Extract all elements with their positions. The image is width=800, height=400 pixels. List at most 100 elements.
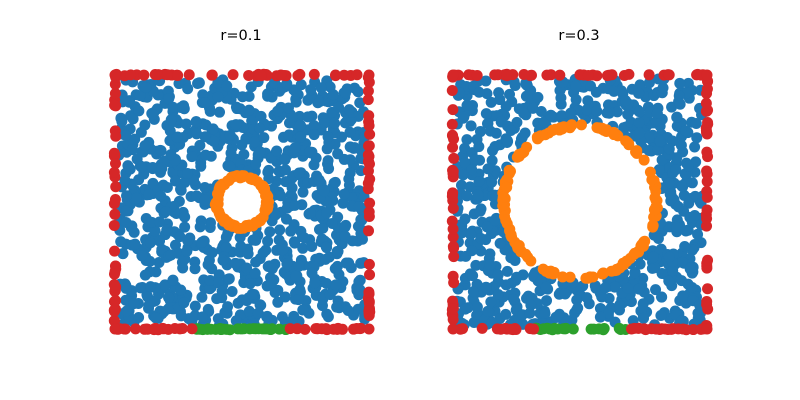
interior-point bbox=[290, 96, 302, 108]
interior-point bbox=[665, 195, 677, 207]
interior-point bbox=[485, 296, 497, 308]
interior-point bbox=[273, 234, 285, 246]
interior-point bbox=[133, 105, 145, 117]
outer-boundary-point bbox=[109, 87, 121, 99]
interior-point bbox=[126, 144, 138, 156]
outer-boundary-point bbox=[109, 268, 120, 280]
outer-boundary-point bbox=[331, 323, 343, 335]
interior-point bbox=[204, 283, 216, 295]
interior-point bbox=[258, 132, 270, 144]
interior-point bbox=[508, 293, 520, 305]
interior-point bbox=[281, 78, 293, 90]
interior-point bbox=[191, 190, 203, 202]
outer-boundary-point bbox=[447, 303, 459, 315]
hole-boundary-point bbox=[638, 154, 650, 166]
interior-point bbox=[304, 146, 316, 158]
interior-point bbox=[269, 287, 281, 299]
interior-point bbox=[689, 210, 701, 222]
interior-point bbox=[338, 188, 350, 200]
interior-point bbox=[212, 91, 224, 103]
interior-point bbox=[633, 127, 645, 139]
interior-point bbox=[671, 221, 683, 233]
outer-boundary-point bbox=[110, 157, 121, 169]
outer-boundary-point bbox=[701, 127, 713, 139]
outer-boundary-point bbox=[362, 94, 374, 106]
interior-point bbox=[271, 145, 283, 157]
interior-point bbox=[177, 262, 189, 274]
interior-point bbox=[290, 87, 302, 99]
outer-boundary-point bbox=[109, 245, 121, 257]
interior-point bbox=[254, 122, 266, 134]
interior-point bbox=[683, 197, 695, 209]
interior-point bbox=[671, 111, 683, 123]
outer-boundary-point bbox=[448, 251, 460, 263]
interior-point bbox=[163, 291, 175, 303]
outer-boundary-point bbox=[186, 323, 198, 335]
interior-point bbox=[500, 308, 512, 320]
interior-point bbox=[275, 190, 287, 202]
interior-point bbox=[124, 163, 136, 175]
interior-point bbox=[285, 225, 297, 237]
interior-point bbox=[159, 279, 171, 291]
interior-point bbox=[540, 281, 552, 293]
interior-point bbox=[638, 312, 650, 324]
interior-point bbox=[136, 281, 148, 293]
interior-point bbox=[484, 248, 496, 260]
outer-boundary-point bbox=[108, 219, 120, 231]
interior-point bbox=[329, 263, 341, 275]
interior-point bbox=[143, 299, 155, 311]
outer-boundary-point bbox=[109, 69, 121, 81]
outer-boundary-point bbox=[364, 128, 376, 140]
interior-point bbox=[139, 140, 151, 152]
interior-point bbox=[486, 145, 498, 157]
interior-point bbox=[501, 265, 513, 277]
outer-boundary-point bbox=[446, 118, 458, 130]
interior-point bbox=[505, 252, 517, 264]
outer-boundary-point bbox=[554, 69, 566, 81]
interior-point bbox=[179, 221, 191, 233]
interior-point bbox=[692, 228, 704, 240]
outer-boundary-point bbox=[701, 83, 713, 95]
interior-point bbox=[297, 242, 309, 254]
outer-boundary-point bbox=[149, 69, 161, 81]
outer-boundary-point bbox=[161, 69, 173, 81]
interior-point bbox=[622, 108, 634, 120]
interior-point bbox=[121, 305, 133, 317]
interior-point bbox=[322, 311, 334, 323]
scatter-points bbox=[108, 68, 376, 336]
interior-point bbox=[290, 270, 302, 282]
interior-point bbox=[673, 201, 685, 213]
interior-point bbox=[475, 232, 487, 244]
hole-boundary-point bbox=[547, 268, 559, 280]
interior-point bbox=[480, 75, 492, 87]
interior-point bbox=[343, 104, 355, 116]
outer-boundary-point bbox=[275, 69, 287, 81]
interior-point bbox=[249, 136, 261, 148]
outer-boundary-point bbox=[582, 69, 594, 81]
interior-point bbox=[494, 237, 506, 249]
hole-boundary-point bbox=[582, 272, 594, 284]
interior-point bbox=[204, 217, 216, 229]
interior-point bbox=[306, 267, 318, 279]
outer-boundary-point bbox=[448, 152, 460, 164]
hole-boundary-point bbox=[213, 206, 225, 218]
outer-boundary-point bbox=[528, 323, 540, 335]
interior-point bbox=[286, 314, 298, 326]
interior-point bbox=[680, 225, 692, 237]
interior-point bbox=[663, 251, 675, 263]
interior-point bbox=[292, 294, 304, 306]
outer-boundary-point bbox=[700, 97, 712, 109]
interior-point bbox=[308, 129, 320, 141]
interior-point bbox=[353, 201, 365, 213]
bottom-segment-point bbox=[559, 323, 571, 335]
interior-point bbox=[322, 155, 334, 167]
interior-point bbox=[150, 312, 162, 324]
interior-point bbox=[274, 224, 286, 236]
interior-point bbox=[674, 98, 686, 110]
outer-boundary-point bbox=[662, 323, 674, 335]
hole-boundary-point bbox=[506, 231, 518, 243]
interior-point bbox=[337, 197, 349, 209]
interior-point bbox=[676, 180, 688, 192]
hole-boundary-point bbox=[623, 139, 635, 151]
